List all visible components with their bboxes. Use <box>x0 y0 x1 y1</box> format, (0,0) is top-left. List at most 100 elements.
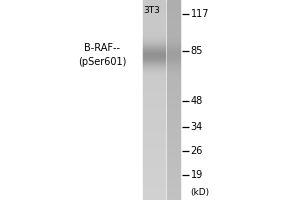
Bar <box>142 156 165 157</box>
Bar <box>142 13 165 14</box>
Bar <box>142 81 165 82</box>
Bar <box>167 127 180 128</box>
Bar <box>142 37 165 38</box>
Bar <box>167 148 180 149</box>
Bar <box>142 112 165 113</box>
Bar <box>142 162 165 163</box>
Bar <box>167 63 180 64</box>
Bar <box>167 30 180 31</box>
Bar <box>142 45 165 46</box>
Bar <box>167 126 180 127</box>
Bar <box>167 16 180 17</box>
Bar <box>142 186 165 187</box>
Bar <box>167 86 180 87</box>
Bar <box>167 2 180 3</box>
Bar <box>142 21 165 22</box>
Bar <box>167 26 180 27</box>
Bar <box>167 53 180 54</box>
Bar <box>167 46 180 47</box>
Bar <box>142 28 165 29</box>
Bar <box>167 180 180 181</box>
Bar <box>167 32 180 33</box>
Bar <box>142 17 165 18</box>
Bar <box>167 184 180 185</box>
Bar <box>142 149 165 150</box>
Bar <box>142 44 165 45</box>
Text: 85: 85 <box>190 46 203 56</box>
Bar <box>142 30 165 31</box>
Bar <box>167 187 180 188</box>
Bar <box>142 125 165 126</box>
Bar <box>167 0 180 1</box>
Bar <box>167 106 180 107</box>
Bar <box>142 163 165 164</box>
Bar <box>142 35 165 36</box>
Bar <box>142 138 165 139</box>
Bar <box>142 14 165 15</box>
Bar <box>167 153 180 154</box>
Bar <box>142 3 165 4</box>
Bar <box>142 184 165 185</box>
Bar <box>167 38 180 39</box>
Bar <box>167 160 180 161</box>
Bar <box>142 154 165 155</box>
Bar <box>142 82 165 83</box>
Bar <box>142 179 165 180</box>
Bar <box>142 39 165 40</box>
Bar <box>142 88 165 89</box>
Bar <box>167 189 180 190</box>
Bar <box>167 49 180 50</box>
Bar <box>167 93 180 94</box>
Bar <box>167 105 180 106</box>
Bar <box>142 185 165 186</box>
Bar <box>142 5 165 6</box>
Bar <box>142 59 165 60</box>
Bar <box>142 160 165 161</box>
Bar <box>142 133 165 134</box>
Bar <box>142 90 165 91</box>
Bar <box>142 199 165 200</box>
Bar <box>142 85 165 86</box>
Bar <box>167 37 180 38</box>
Bar <box>142 144 165 145</box>
Bar <box>167 28 180 29</box>
Bar <box>142 50 165 51</box>
Bar <box>167 43 180 44</box>
Bar <box>167 27 180 28</box>
Bar <box>142 0 165 1</box>
Bar <box>167 58 180 59</box>
Bar <box>167 19 180 20</box>
Bar <box>167 51 180 52</box>
Bar <box>167 137 180 138</box>
Bar <box>142 46 165 47</box>
Text: 117: 117 <box>190 9 209 19</box>
Bar <box>142 1 165 2</box>
Bar <box>167 132 180 133</box>
Bar <box>167 109 180 110</box>
Bar <box>142 177 165 178</box>
Bar <box>167 66 180 67</box>
Bar <box>167 198 180 199</box>
Bar <box>167 145 180 146</box>
Bar <box>167 59 180 60</box>
Bar <box>142 97 165 98</box>
Bar <box>167 125 180 126</box>
Bar <box>142 134 165 135</box>
Bar <box>142 192 165 193</box>
Bar <box>142 25 165 26</box>
Bar <box>167 146 180 147</box>
Bar <box>167 151 180 152</box>
Bar <box>142 99 165 100</box>
Bar <box>142 150 165 151</box>
Bar <box>142 93 165 94</box>
Bar <box>167 65 180 66</box>
Bar <box>167 73 180 74</box>
Bar <box>142 180 165 181</box>
Bar <box>167 67 180 68</box>
Bar <box>167 107 180 108</box>
Bar <box>167 33 180 34</box>
Bar <box>142 128 165 129</box>
Bar <box>142 164 165 165</box>
Bar <box>167 114 180 115</box>
Bar <box>142 143 165 144</box>
